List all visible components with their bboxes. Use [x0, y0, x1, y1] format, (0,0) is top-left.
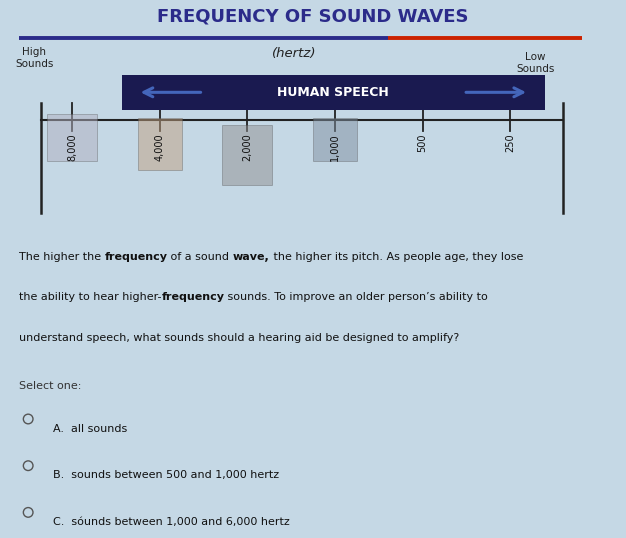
Text: the higher its pitch. As people age, they lose: the higher its pitch. As people age, the…: [270, 252, 523, 262]
Text: C.  sóunds between 1,000 and 6,000 hertz: C. sóunds between 1,000 and 6,000 hertz: [53, 517, 290, 527]
Text: of a sound: of a sound: [167, 252, 233, 262]
Text: HUMAN SPEECH: HUMAN SPEECH: [277, 86, 389, 99]
Text: sounds. To improve an older person’s ability to: sounds. To improve an older person’s abi…: [224, 293, 488, 302]
Text: 8,000: 8,000: [67, 134, 77, 161]
Text: High
Sounds: High Sounds: [15, 47, 54, 69]
Text: 500: 500: [418, 134, 428, 152]
FancyBboxPatch shape: [222, 125, 272, 185]
FancyBboxPatch shape: [313, 118, 357, 161]
Text: (hertz): (hertz): [272, 47, 317, 60]
Text: frequency: frequency: [162, 293, 224, 302]
Text: Select one:: Select one:: [19, 381, 81, 391]
Text: wave,: wave,: [233, 252, 270, 262]
Text: 2,000: 2,000: [242, 134, 252, 161]
FancyBboxPatch shape: [47, 114, 97, 161]
Text: Low
Sounds: Low Sounds: [516, 52, 555, 74]
Text: 1,000: 1,000: [330, 134, 340, 161]
FancyBboxPatch shape: [138, 118, 182, 171]
Text: B.  sounds between 500 and 1,000 hertz: B. sounds between 500 and 1,000 hertz: [53, 470, 279, 480]
Text: FREQUENCY OF SOUND WAVES: FREQUENCY OF SOUND WAVES: [157, 7, 469, 25]
Text: The higher the: The higher the: [19, 252, 105, 262]
Text: frequency: frequency: [105, 252, 167, 262]
Text: 4,000: 4,000: [155, 134, 165, 161]
Text: understand speech, what sounds should a hearing aid be designed to amplify?: understand speech, what sounds should a …: [19, 333, 459, 343]
Text: A.  all sounds: A. all sounds: [53, 423, 128, 434]
FancyBboxPatch shape: [122, 75, 545, 110]
Text: 250: 250: [505, 134, 515, 152]
Text: the ability to hear higher-: the ability to hear higher-: [19, 293, 162, 302]
